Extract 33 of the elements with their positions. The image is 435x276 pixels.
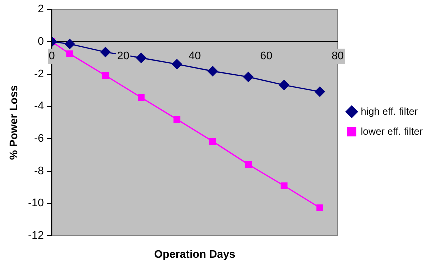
- point: [279, 80, 290, 90]
- point: [174, 116, 181, 123]
- point: [245, 161, 252, 168]
- x-tick-label: 20: [117, 50, 130, 63]
- legend-label: high eff. filter: [360, 106, 419, 118]
- y-tick-label: -4: [34, 100, 44, 113]
- point: [316, 204, 324, 212]
- y-tick-label: -8: [34, 165, 44, 178]
- point: [64, 39, 76, 50]
- legend-label: lower eff. filter: [360, 126, 424, 138]
- y-axis-title: % Power Loss: [8, 86, 21, 160]
- point: [280, 182, 288, 190]
- point: [138, 94, 145, 102]
- point: [244, 72, 254, 82]
- x-tick-label: 0: [49, 50, 56, 63]
- point: [209, 138, 216, 145]
- point: [172, 59, 182, 70]
- y-tick-label: 2: [38, 4, 44, 16]
- point: [208, 66, 218, 76]
- x-tick-label: 40: [188, 50, 202, 63]
- y-tick-label: -10: [28, 198, 44, 210]
- y-tick-label: -12: [28, 230, 44, 242]
- point: [136, 53, 147, 64]
- y-tick-label: 0: [38, 36, 44, 48]
- x-axis-title: Operation Days: [154, 249, 236, 261]
- point: [66, 50, 74, 58]
- point: [102, 72, 110, 80]
- x-tick-label: 60: [260, 50, 273, 63]
- y-tick-label: -2: [34, 68, 44, 80]
- point: [100, 47, 111, 58]
- y-tick-label: -6: [34, 133, 44, 146]
- point: [314, 86, 326, 98]
- x-tick-label: 80: [332, 50, 344, 63]
